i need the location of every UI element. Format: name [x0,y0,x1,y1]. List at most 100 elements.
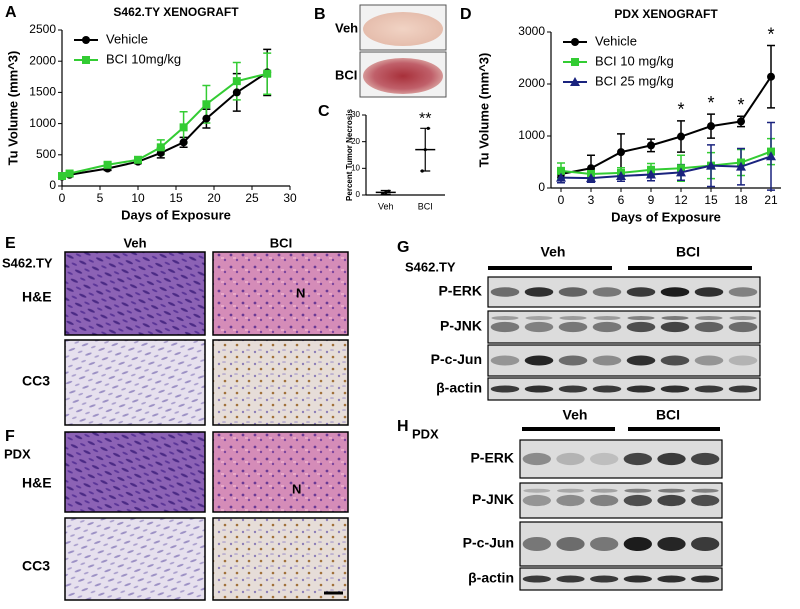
blot-band [524,321,554,333]
blot-band [558,321,588,333]
marker [646,169,656,179]
blot-band [691,452,720,466]
blot-band [657,536,686,552]
tumor-veh [363,12,443,46]
x-tick-label: 12 [674,193,688,207]
blot-band [558,287,588,297]
blot-band [728,287,758,297]
model-label: PDX [412,426,439,441]
marker [103,160,112,169]
y-tick-label: 2500 [29,22,56,36]
marker [179,123,188,132]
legend-marker [570,77,580,86]
blot-band [624,488,652,493]
blot-band [592,385,622,393]
marker [179,138,188,147]
group-label: Veh [541,244,566,260]
group-bar [628,427,720,431]
marker [736,161,746,171]
group-bar [488,266,612,270]
histology-image [212,517,349,601]
necrosis-label: N [296,285,305,300]
histology-image [212,339,349,426]
marker [617,148,625,157]
blot-band [627,316,655,321]
blot-band [657,452,686,466]
blot-label: P-ERK [438,283,482,299]
legend-label: Vehicle [106,31,148,46]
histology-image [212,431,349,513]
blot-label: P-c-Jun [463,535,514,551]
marker [202,100,211,109]
blot-band [623,575,652,583]
histology-image [212,251,349,336]
legend-label: BCI 10mg/kg [106,51,181,66]
marker [766,151,776,161]
legend-marker [571,58,579,66]
marker [556,172,566,182]
x-tick-label: 21 [764,193,778,207]
blot-band [728,355,758,366]
x-tick-label: 6 [618,193,625,207]
group-label: BCI [676,244,700,260]
blot-band [626,321,656,333]
y-tick-label: 0 [49,178,56,192]
blot-band [694,355,724,366]
x-axis-label: Days of Exposure [121,207,231,222]
marker [557,166,565,175]
column-label: Veh [123,235,146,250]
error-bar [420,127,431,172]
x-tick-label: 5 [97,191,104,205]
blot-h: P-ERK P-JNK P-c-Jun β-actin [463,439,723,591]
blot-band [661,316,689,321]
blot-band [626,287,656,297]
blot-band [593,316,621,321]
blot-label: β-actin [436,380,482,396]
blot-strip [487,377,761,401]
blot-label: β-actin [468,570,514,586]
blot-band [590,494,619,507]
panel-letter: B [314,6,326,23]
blot-band [658,488,685,493]
y-tick-label: 1000 [518,128,545,142]
series-line [560,150,772,175]
blot-band [691,536,720,552]
blot-band [590,536,619,552]
blot-band [660,287,690,297]
marker [586,173,596,183]
marker [677,132,685,141]
blot-band [524,287,554,297]
histology-image [64,339,206,426]
blot-band [657,494,686,507]
x-tick-label: 3 [588,193,595,207]
y-axis-label: Tu Volume (mm^3) [476,53,491,168]
marker [706,160,716,170]
blot-band [592,355,622,366]
blot-band [558,385,588,393]
panel-letter: E [5,235,16,252]
image-label: Veh [335,20,358,35]
group-label: Veh [563,407,588,423]
y-tick-label: 1500 [29,85,56,99]
blot-band [691,488,719,493]
blot-band [524,355,554,366]
annotation: * [707,93,714,113]
marker [676,167,686,177]
blot-band [590,452,619,466]
blot-band [728,321,758,333]
tumor-images [359,4,447,98]
legend-label: BCI 25 mg/kg [595,73,674,88]
blot-band [623,494,652,507]
blot-band [556,494,585,507]
blot-band [691,575,720,583]
marker [767,72,775,81]
blot-band [694,287,724,297]
chart-title: PDX XENOGRAFT [614,7,718,21]
x-tick-label: 15 [169,191,183,205]
blot-band [626,355,656,366]
blot-band [691,494,720,507]
histology-image [64,431,206,513]
blot-band [522,536,551,552]
error-bar [380,189,391,195]
panel-letter: D [460,6,472,23]
